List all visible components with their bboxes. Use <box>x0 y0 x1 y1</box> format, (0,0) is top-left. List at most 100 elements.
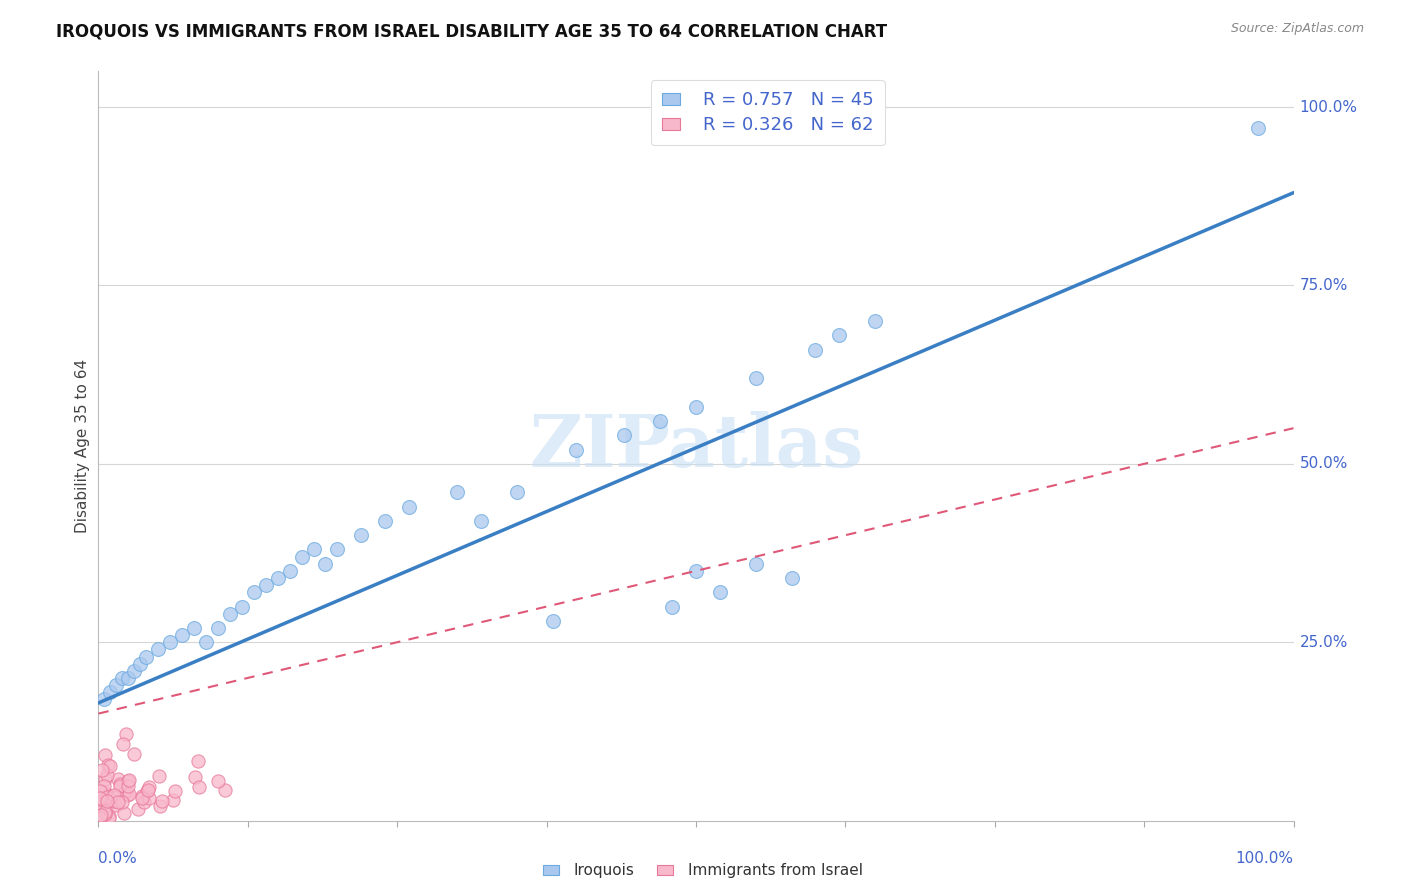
Point <box>90 808 112 822</box>
Point <box>506 485 529 500</box>
Point <box>118 788 141 802</box>
Point <box>138 783 160 797</box>
Point <box>278 564 301 578</box>
Point <box>374 514 396 528</box>
Point <box>195 635 218 649</box>
Point <box>291 549 314 564</box>
Point <box>97 789 120 803</box>
Point <box>183 621 205 635</box>
Legend: Iroquois, Immigrants from Israel: Iroquois, Immigrants from Israel <box>537 857 869 884</box>
Point <box>446 485 468 500</box>
Point <box>148 642 170 657</box>
Point <box>132 795 155 809</box>
Text: Source: ZipAtlas.com: Source: ZipAtlas.com <box>1230 22 1364 36</box>
Point <box>124 664 146 678</box>
Point <box>148 769 170 783</box>
Point <box>685 400 707 414</box>
Point <box>112 806 135 821</box>
Point <box>96 768 118 782</box>
Point <box>91 763 114 777</box>
Text: ZIPatlas: ZIPatlas <box>529 410 863 482</box>
Point <box>267 571 290 585</box>
Point <box>117 772 139 787</box>
Point <box>105 678 128 692</box>
Point <box>89 790 111 805</box>
Point <box>135 784 157 798</box>
Point <box>94 805 117 820</box>
Point <box>97 811 120 825</box>
Text: IROQUOIS VS IMMIGRANTS FROM ISRAEL DISABILITY AGE 35 TO 64 CORRELATION CHART: IROQUOIS VS IMMIGRANTS FROM ISRAEL DISAB… <box>56 22 887 40</box>
Point <box>93 692 115 706</box>
Point <box>110 776 132 790</box>
Point <box>129 657 152 671</box>
Y-axis label: Disability Age 35 to 64: Disability Age 35 to 64 <box>75 359 90 533</box>
Point <box>315 557 337 571</box>
Point <box>131 789 153 803</box>
Point <box>828 328 851 343</box>
Point <box>90 794 112 808</box>
Point <box>111 671 134 685</box>
Point <box>709 585 731 599</box>
Point <box>89 797 111 811</box>
Point <box>93 806 115 821</box>
Point <box>96 794 118 808</box>
Point <box>89 792 111 806</box>
Point <box>114 727 136 741</box>
Point <box>231 599 253 614</box>
Point <box>243 585 266 599</box>
Point <box>127 802 149 816</box>
Point <box>131 791 153 805</box>
Point <box>254 578 277 592</box>
Point <box>326 542 349 557</box>
Point <box>91 800 114 814</box>
Point <box>89 811 111 825</box>
Text: 100.0%: 100.0% <box>1236 851 1294 865</box>
Text: 100.0%: 100.0% <box>1299 100 1358 114</box>
Point <box>112 737 135 751</box>
Point <box>97 789 120 804</box>
Point <box>138 791 160 805</box>
Point <box>124 747 146 761</box>
Point <box>302 542 325 557</box>
Point <box>117 773 139 788</box>
Text: 25.0%: 25.0% <box>1299 635 1348 649</box>
Point <box>207 621 229 635</box>
Point <box>1247 121 1270 136</box>
Point <box>104 797 127 812</box>
Point <box>187 780 209 794</box>
Point <box>96 790 118 805</box>
Point <box>94 772 117 786</box>
Point <box>98 685 122 699</box>
Point <box>162 793 184 807</box>
Point <box>172 628 194 642</box>
Point <box>865 314 887 328</box>
Point <box>93 785 115 799</box>
Point <box>98 759 121 773</box>
Point <box>207 773 229 788</box>
Point <box>97 808 120 822</box>
Point <box>219 607 242 621</box>
Point <box>398 500 420 514</box>
Point <box>89 784 111 798</box>
Point <box>105 790 128 805</box>
Point <box>93 780 115 794</box>
Point <box>661 599 683 614</box>
Text: 50.0%: 50.0% <box>1299 457 1348 471</box>
Point <box>745 557 768 571</box>
Point <box>112 787 135 801</box>
Point <box>150 794 173 808</box>
Point <box>159 635 181 649</box>
Point <box>117 779 139 793</box>
Point <box>108 779 131 793</box>
Point <box>187 755 209 769</box>
Point <box>93 747 115 762</box>
Legend: R = 0.757   N = 45, R = 0.326   N = 62: R = 0.757 N = 45, R = 0.326 N = 62 <box>651 80 884 145</box>
Point <box>804 343 827 357</box>
Point <box>470 514 492 528</box>
Point <box>613 428 636 442</box>
Point <box>745 371 768 385</box>
Point <box>135 649 157 664</box>
Point <box>565 442 588 457</box>
Point <box>780 571 803 585</box>
Point <box>111 795 134 809</box>
